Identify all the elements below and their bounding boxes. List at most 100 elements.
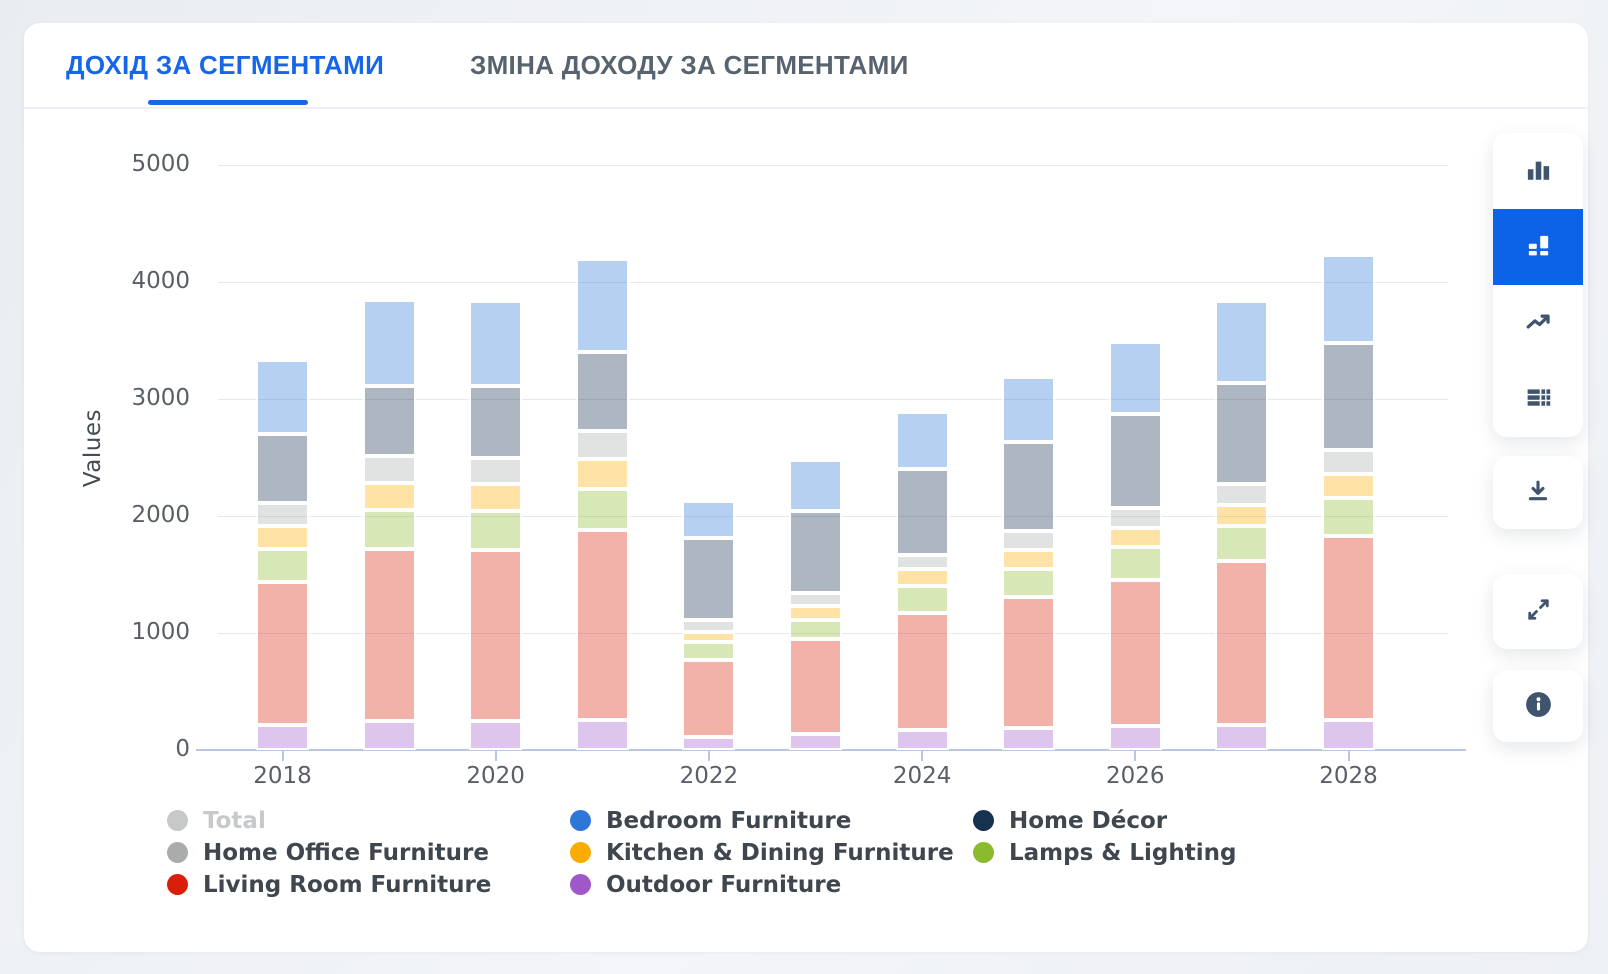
bar-segment[interactable]	[895, 554, 949, 569]
bar-segment[interactable]	[1215, 561, 1269, 725]
bar-segment[interactable]	[682, 659, 736, 738]
bar-segment[interactable]	[1322, 536, 1375, 721]
line-chart-button[interactable]	[1493, 285, 1583, 361]
bar-segment[interactable]	[895, 612, 949, 730]
bar-segment[interactable]	[789, 605, 842, 621]
expand-button[interactable]	[1493, 574, 1583, 649]
bar-segment[interactable]	[1002, 376, 1056, 443]
bar-segment[interactable]	[256, 525, 309, 549]
bar-segment[interactable]	[256, 434, 309, 504]
legend-item-living-room-furniture[interactable]: Living Room Furniture	[167, 871, 570, 898]
bar-segment[interactable]	[1108, 342, 1162, 414]
bar-segment[interactable]	[682, 737, 736, 750]
bar-segment[interactable]	[1215, 383, 1269, 484]
tab-revenue-change-by-segments[interactable]: ЗМІНА ДОХОДУ ЗА СЕГМЕНТАМИ	[470, 49, 909, 80]
bar-segment[interactable]	[682, 631, 736, 642]
bar-segment[interactable]	[789, 620, 842, 640]
bar-segment[interactable]	[1322, 474, 1375, 498]
x-axis-line	[196, 749, 1466, 751]
bar-segment[interactable]	[362, 482, 416, 511]
download-button[interactable]	[1493, 456, 1583, 529]
bar-segment[interactable]	[256, 581, 309, 726]
bar-segment[interactable]	[575, 458, 629, 490]
bar-2021	[575, 165, 629, 750]
bar-segment[interactable]	[789, 459, 842, 512]
bar-segment[interactable]	[362, 548, 416, 721]
bar-segment[interactable]	[1322, 255, 1375, 343]
bar-segment[interactable]	[575, 489, 629, 531]
bar-segment[interactable]	[469, 720, 523, 750]
bar-segment[interactable]	[362, 510, 416, 549]
bar-segment[interactable]	[362, 299, 416, 386]
legend-item-outdoor-furniture[interactable]: Outdoor Furniture	[570, 871, 973, 898]
bar-segment[interactable]	[1002, 727, 1056, 750]
bar-segment[interactable]	[1215, 505, 1269, 526]
bar-segment[interactable]	[1322, 450, 1375, 475]
legend-item-kitchen-dining-furniture[interactable]: Kitchen & Dining Furniture	[570, 839, 973, 866]
bar-segment[interactable]	[1002, 549, 1056, 569]
bar-segment[interactable]	[469, 511, 523, 550]
bar-segment[interactable]	[469, 549, 523, 721]
bar-segment[interactable]	[256, 548, 309, 582]
bar-segment[interactable]	[575, 352, 629, 431]
bar-segment[interactable]	[789, 511, 842, 594]
bar-segment[interactable]	[1108, 413, 1162, 509]
bar-segment[interactable]	[469, 300, 523, 387]
legend-item-bedroom-furniture[interactable]: Bedroom Furniture	[570, 807, 973, 834]
bar-segment[interactable]	[1108, 508, 1162, 528]
bar-segment[interactable]	[895, 469, 949, 555]
info-button[interactable]	[1493, 670, 1583, 742]
bar-segment[interactable]	[575, 530, 629, 720]
bar-segment[interactable]	[1215, 300, 1269, 384]
bar-segment[interactable]	[362, 455, 416, 483]
bar-segment[interactable]	[469, 457, 523, 485]
bar-segment[interactable]	[895, 411, 949, 470]
bar-segment[interactable]	[1002, 531, 1056, 550]
bar-segment[interactable]	[1322, 497, 1375, 537]
bar-segment[interactable]	[575, 258, 629, 353]
bar-segment[interactable]	[895, 729, 949, 750]
bar-segment[interactable]	[1108, 547, 1162, 580]
bar-segment[interactable]	[256, 360, 309, 435]
bar-segment[interactable]	[1215, 483, 1269, 506]
line-chart-icon	[1524, 307, 1553, 340]
bar-segment[interactable]	[789, 593, 842, 606]
bar-segment[interactable]	[789, 734, 842, 750]
bar-segment[interactable]	[895, 585, 949, 613]
bar-chart-button[interactable]	[1493, 133, 1583, 209]
tab-revenue-by-segments[interactable]: ДОХІД ЗА СЕГМЕНТАМИ	[66, 49, 385, 80]
legend-item-total[interactable]: Total	[167, 807, 570, 834]
bar-segment[interactable]	[256, 725, 309, 750]
bar-segment[interactable]	[789, 639, 842, 735]
bar-segment[interactable]	[682, 620, 736, 632]
bar-segment[interactable]	[256, 503, 309, 526]
bar-segment[interactable]	[682, 641, 736, 660]
bar-segment[interactable]	[1002, 596, 1056, 728]
bar-segment[interactable]	[1322, 720, 1375, 750]
bar-segment[interactable]	[1215, 724, 1269, 750]
bar-segment[interactable]	[575, 430, 629, 459]
bar-segment[interactable]	[362, 720, 416, 750]
legend-item-lamps-lighting[interactable]: Lamps & Lighting	[973, 839, 1393, 866]
gridline-4000	[218, 282, 1448, 283]
bar-segment[interactable]	[1108, 579, 1162, 727]
bar-segment[interactable]	[682, 538, 736, 621]
bar-segment[interactable]	[1322, 342, 1375, 451]
gridline-5000	[218, 165, 1448, 166]
bar-segment[interactable]	[362, 385, 416, 456]
bar-segment[interactable]	[682, 500, 736, 539]
bar-segment[interactable]	[1002, 442, 1056, 532]
data-table-button[interactable]	[1493, 361, 1583, 437]
bar-2020	[469, 165, 523, 750]
bar-segment[interactable]	[895, 568, 949, 586]
bar-segment[interactable]	[1108, 527, 1162, 548]
bar-segment[interactable]	[575, 719, 629, 750]
stacked-bar-chart-button[interactable]	[1493, 209, 1583, 285]
bar-segment[interactable]	[469, 386, 523, 458]
legend-item-home-d-cor[interactable]: Home Décor	[973, 807, 1393, 834]
bar-segment[interactable]	[469, 484, 523, 512]
bar-segment[interactable]	[1108, 726, 1162, 750]
bar-segment[interactable]	[1215, 525, 1269, 562]
legend-item-home-office-furniture[interactable]: Home Office Furniture	[167, 839, 570, 866]
bar-segment[interactable]	[1002, 568, 1056, 597]
